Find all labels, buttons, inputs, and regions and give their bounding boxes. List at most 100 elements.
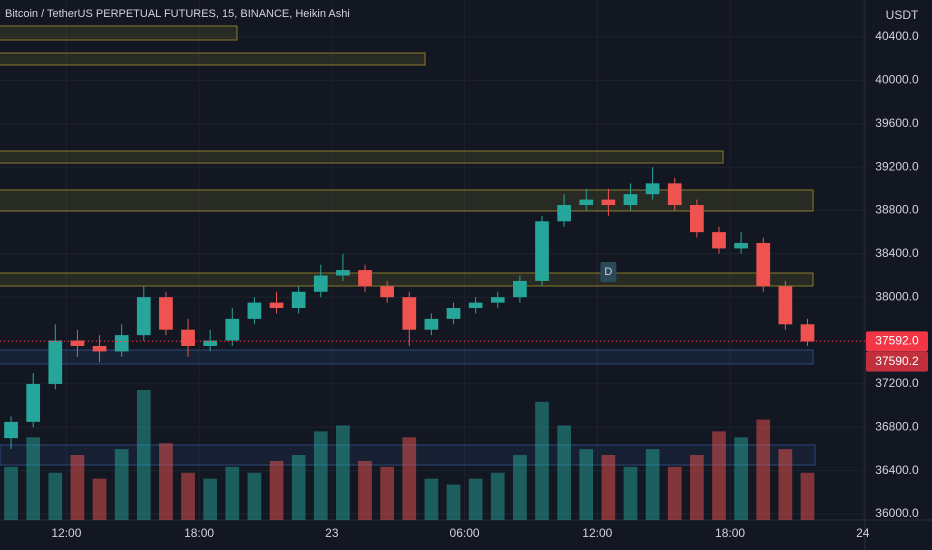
x-tick-label: 24: [856, 526, 870, 540]
candle-body: [48, 340, 63, 384]
volume-bar: [402, 437, 417, 520]
volume-bar: [645, 449, 660, 520]
volume-bar: [623, 466, 638, 520]
volume-bar: [800, 472, 815, 520]
y-tick-label: 37200.0: [875, 376, 919, 390]
volume-bar: [579, 449, 594, 520]
zone: [0, 189, 814, 212]
annotation-box: [600, 262, 617, 282]
volume-bar: [269, 460, 284, 520]
candle-body: [225, 318, 240, 341]
candle-body: [402, 297, 417, 330]
candle-body: [557, 205, 571, 222]
candle-body: [623, 194, 638, 206]
candle-body: [535, 221, 549, 281]
volume-bar: [712, 431, 726, 520]
x-tick-label: 06:00: [450, 526, 480, 540]
volume-bar: [291, 455, 306, 520]
volume-bar: [778, 449, 793, 520]
candle-body: [800, 324, 815, 342]
candle-body: [92, 345, 107, 352]
volume-bar: [756, 419, 771, 520]
y-tick-label: 38400.0: [875, 246, 919, 260]
candle-body: [490, 297, 505, 303]
volume-bar: [446, 484, 461, 520]
volume-bar: [557, 425, 571, 520]
price-label: 37592.0: [875, 334, 919, 348]
candle-body: [756, 242, 771, 287]
volume-bar: [667, 466, 682, 520]
candle-body: [712, 232, 726, 249]
volume-bar: [535, 401, 549, 520]
candle-body: [645, 183, 660, 195]
zone: [0, 52, 426, 66]
x-tick-label: 18:00: [715, 526, 745, 540]
volume-bar: [136, 390, 151, 520]
candle-body: [601, 199, 616, 206]
candle-body: [778, 286, 793, 325]
y-tick-label: 36800.0: [875, 419, 919, 433]
volume-bar: [734, 437, 748, 520]
volume-bar: [70, 455, 85, 520]
x-tick-label: 12:00: [51, 526, 81, 540]
price-label-box: [866, 351, 928, 372]
chart-title: Bitcoin / TetherUS PERPETUAL FUTURES, 15…: [5, 8, 350, 20]
volume-bar: [92, 478, 107, 520]
y-tick-label: 38800.0: [875, 203, 919, 217]
y-tick-label: 39200.0: [875, 159, 919, 173]
candle-body: [70, 340, 85, 346]
candle-body: [136, 297, 151, 336]
volume-bar: [48, 472, 63, 520]
candle-body: [468, 302, 483, 309]
volume-bar: [225, 466, 240, 520]
volume-bar: [26, 437, 41, 520]
y-tick-label: 39600.0: [875, 116, 919, 130]
y-tick-label: 36400.0: [875, 463, 919, 477]
zone: [0, 150, 724, 164]
candle-body: [358, 270, 372, 287]
candle-body: [667, 183, 682, 206]
volume-bar: [468, 478, 483, 520]
volume-bar: [4, 466, 18, 520]
y-tick-label: 36000.0: [875, 506, 919, 520]
candle-body: [380, 286, 395, 298]
price-label-box: [866, 331, 928, 352]
candle-body: [247, 302, 262, 319]
x-tick-label: 23: [325, 526, 339, 540]
candle-body: [579, 199, 594, 206]
candle-body: [446, 308, 461, 319]
volume-bar: [358, 460, 372, 520]
volume-bar: [203, 478, 218, 520]
y-tick-label: 40400.0: [875, 29, 919, 43]
candle-body: [513, 280, 527, 298]
volume-bar: [690, 455, 704, 520]
volume-bar: [336, 425, 350, 520]
volume-bar: [513, 455, 527, 520]
volume-bar: [601, 455, 616, 520]
volume-bar: [159, 443, 173, 520]
candle-body: [26, 383, 41, 422]
volume-bar: [380, 466, 395, 520]
volume-bar: [490, 472, 505, 520]
zone: [0, 272, 814, 287]
candle-body: [313, 275, 328, 292]
x-tick-label: 18:00: [184, 526, 214, 540]
candle-body: [114, 335, 129, 352]
zone: [0, 349, 814, 365]
currency[interactable]: USDT: [886, 8, 919, 22]
annotation: D: [604, 266, 612, 278]
candle-body: [734, 242, 748, 249]
volume-bar: [424, 478, 439, 520]
zone: [0, 25, 238, 41]
candle-body: [291, 291, 306, 309]
volume-bar: [181, 472, 195, 520]
candle-body: [690, 205, 704, 233]
y-tick-label: 38000.0: [875, 289, 919, 303]
candle-body: [424, 318, 439, 330]
volume-bar: [313, 431, 328, 520]
y-tick-label: 40000.0: [875, 73, 919, 87]
candle-body: [159, 297, 173, 330]
candle-body: [4, 421, 18, 439]
